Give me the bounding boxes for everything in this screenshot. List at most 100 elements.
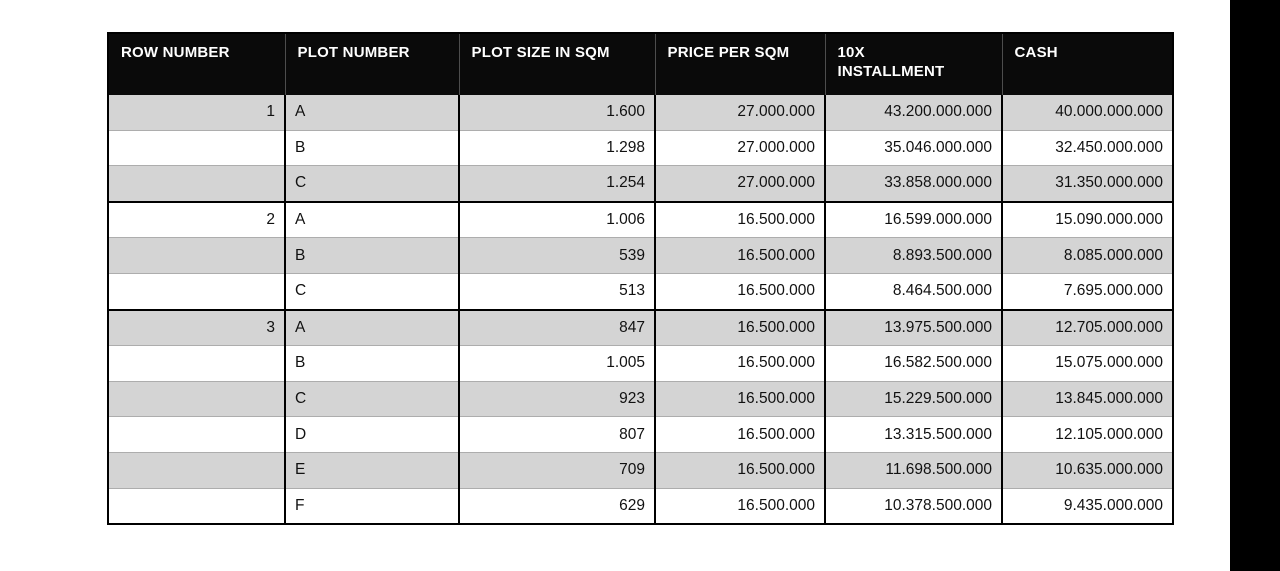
cell-cash: 40.000.000.000 (1001, 95, 1173, 131)
table-row: B 1.005 16.500.000 16.582.500.000 15.075.000… (108, 345, 1173, 382)
cell-price-per-sqm: 16.500.000 (654, 237, 825, 274)
cell-row-number (108, 272, 285, 310)
cell-plot-size-sqm: 629 (458, 487, 655, 525)
cell-price-per-sqm: 16.500.000 (654, 451, 825, 489)
header-label-plot-size-sqm: PLOT SIZE IN SQM (471, 44, 610, 61)
cell-plot-number: C (284, 165, 459, 202)
cell-plot-size-sqm: 847 (458, 308, 655, 346)
cell-row-number (108, 165, 285, 202)
table-row: F 629 16.500.000 10.378.500.000 9.435.000.00… (108, 487, 1173, 525)
table-row: 3 A 847 16.500.000 13.975.500.000 12.705.000.… (108, 308, 1173, 346)
cell-10x-installment: 13.975.500.000 (824, 308, 1002, 346)
cell-cash: 8.085.000.000 (1001, 237, 1173, 274)
header-cell-row-number: ROW NUMBER (108, 33, 285, 95)
table-row: C 513 16.500.000 8.464.500.000 7.695.000.000 (108, 272, 1173, 310)
cell-row-number (108, 237, 285, 274)
header-label-plot-number: PLOT NUMBER (297, 44, 410, 61)
cell-plot-number: B (284, 237, 459, 274)
cell-row-number (108, 380, 285, 417)
cell-plot-size-sqm: 709 (458, 451, 655, 489)
cell-row-number (108, 487, 285, 525)
table-body: 1 A 1.600 27.000.000 43.200.000.000 40.000.00… (108, 95, 1173, 525)
cell-plot-size-sqm: 513 (458, 272, 655, 310)
cell-cash: 13.845.000.000 (1001, 380, 1173, 417)
cell-plot-number: B (284, 345, 459, 382)
table-row: C 923 16.500.000 15.229.500.000 13.845.000.0… (108, 380, 1173, 417)
cell-plot-size-sqm: 1.005 (458, 345, 655, 382)
header-cell-plot-size-sqm: PLOT SIZE IN SQM (458, 33, 655, 95)
header-cell-price-per-sqm: PRICE PER SQM (654, 33, 825, 95)
cell-row-number: 1 (108, 95, 285, 131)
cell-cash: 9.435.000.000 (1001, 487, 1173, 525)
header-label-row-number: ROW NUMBER (121, 44, 230, 61)
cell-plot-size-sqm: 539 (458, 237, 655, 274)
cell-cash: 15.075.000.000 (1001, 345, 1173, 382)
cell-price-per-sqm: 16.500.000 (654, 345, 825, 382)
cell-plot-number: B (284, 129, 459, 166)
cell-cash: 12.705.000.000 (1001, 308, 1173, 346)
cell-plot-size-sqm: 1.254 (458, 165, 655, 202)
cell-10x-installment: 11.698.500.000 (824, 451, 1002, 489)
table-row: 2 A 1.006 16.500.000 16.599.000.000 15.090.00… (108, 200, 1173, 238)
header-label-10x-installment: 10X INSTALLMENT (837, 44, 945, 80)
cell-plot-size-sqm: 923 (458, 380, 655, 417)
cell-plot-number: C (284, 272, 459, 310)
cell-10x-installment: 43.200.000.000 (824, 95, 1002, 131)
cell-plot-number: D (284, 416, 459, 453)
cell-price-per-sqm: 16.500.000 (654, 308, 825, 346)
header-cell-10x-installment: 10X INSTALLMENT (824, 33, 1002, 95)
cell-cash: 15.090.000.000 (1001, 200, 1173, 238)
cell-row-number (108, 451, 285, 489)
cell-price-per-sqm: 27.000.000 (654, 95, 825, 131)
cell-10x-installment: 16.599.000.000 (824, 200, 1002, 238)
table-header-row: ROW NUMBER PLOT NUMBER PLOT SIZE IN SQM … (108, 33, 1173, 95)
cell-price-per-sqm: 16.500.000 (654, 200, 825, 238)
cell-10x-installment: 8.464.500.000 (824, 272, 1002, 310)
cell-plot-number: A (284, 308, 459, 346)
cell-row-number (108, 416, 285, 453)
cell-10x-installment: 10.378.500.000 (824, 487, 1002, 525)
cell-price-per-sqm: 16.500.000 (654, 272, 825, 310)
cell-10x-installment: 15.229.500.000 (824, 380, 1002, 417)
right-black-strip (1230, 0, 1280, 571)
cell-price-per-sqm: 27.000.000 (654, 129, 825, 166)
cell-price-per-sqm: 27.000.000 (654, 165, 825, 202)
cell-plot-size-sqm: 1.006 (458, 200, 655, 238)
cell-10x-installment: 13.315.500.000 (824, 416, 1002, 453)
table-row: 1 A 1.600 27.000.000 43.200.000.000 40.000.00… (108, 95, 1173, 131)
header-cell-cash: CASH (1001, 33, 1173, 95)
table-row: E 709 16.500.000 11.698.500.000 10.635.000.0… (108, 451, 1173, 489)
cell-plot-number: A (284, 200, 459, 238)
cell-plot-number: E (284, 451, 459, 489)
cell-row-number (108, 345, 285, 382)
cell-10x-installment: 33.858.000.000 (824, 165, 1002, 202)
cell-10x-installment: 16.582.500.000 (824, 345, 1002, 382)
cell-cash: 32.450.000.000 (1001, 129, 1173, 166)
table-row: B 1.298 27.000.000 35.046.000.000 32.450.000… (108, 129, 1173, 166)
header-label-cash: CASH (1014, 44, 1058, 61)
cell-cash: 7.695.000.000 (1001, 272, 1173, 310)
table-row: B 539 16.500.000 8.893.500.000 8.085.000.000 (108, 237, 1173, 274)
cell-price-per-sqm: 16.500.000 (654, 487, 825, 525)
header-cell-plot-number: PLOT NUMBER (284, 33, 459, 95)
cell-row-number: 2 (108, 200, 285, 238)
cell-cash: 31.350.000.000 (1001, 165, 1173, 202)
cell-plot-number: A (284, 95, 459, 131)
cell-price-per-sqm: 16.500.000 (654, 416, 825, 453)
cell-cash: 12.105.000.000 (1001, 416, 1173, 453)
table-row: C 1.254 27.000.000 33.858.000.000 31.350.000… (108, 165, 1173, 202)
cell-price-per-sqm: 16.500.000 (654, 380, 825, 417)
cell-row-number: 3 (108, 308, 285, 346)
cell-10x-installment: 8.893.500.000 (824, 237, 1002, 274)
cell-plot-size-sqm: 807 (458, 416, 655, 453)
cell-plot-size-sqm: 1.600 (458, 95, 655, 131)
cell-cash: 10.635.000.000 (1001, 451, 1173, 489)
cell-plot-size-sqm: 1.298 (458, 129, 655, 166)
cell-plot-number: C (284, 380, 459, 417)
plot-price-table-container: ROW NUMBER PLOT NUMBER PLOT SIZE IN SQM … (107, 32, 1174, 526)
cell-10x-installment: 35.046.000.000 (824, 129, 1002, 166)
plot-price-table: ROW NUMBER PLOT NUMBER PLOT SIZE IN SQM … (107, 32, 1174, 526)
table-header: ROW NUMBER PLOT NUMBER PLOT SIZE IN SQM … (108, 33, 1173, 95)
cell-plot-number: F (284, 487, 459, 525)
cell-row-number (108, 129, 285, 166)
